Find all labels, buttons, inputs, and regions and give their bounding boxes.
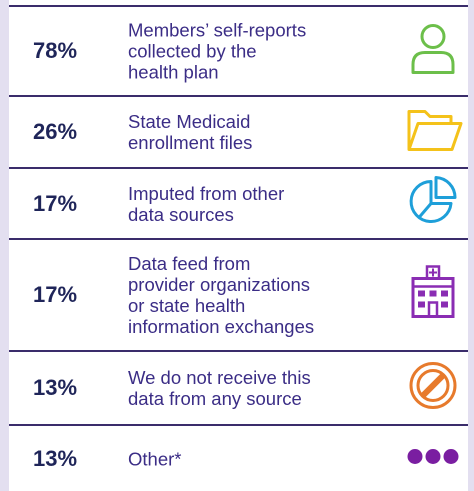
icon-box (401, 173, 465, 234)
label-line: provider organizations (128, 274, 311, 295)
folder-icon (407, 110, 463, 151)
left-strip (0, 0, 9, 491)
label-line: health plan (128, 61, 219, 83)
label-line: Other* (128, 448, 182, 469)
percent: 13% (33, 375, 78, 400)
label-line: data from any source (128, 388, 302, 409)
percent: 13% (33, 445, 78, 471)
pie-icon (409, 175, 457, 223)
percent: 17% (33, 282, 78, 307)
row: 17% Data feed from provider organizations o… (9, 238, 468, 350)
right-strip (468, 0, 474, 491)
icon-box (401, 358, 465, 419)
label-line: data sources (128, 203, 234, 225)
row: 17% Imputed from other data sources (9, 167, 468, 238)
icon-box (401, 21, 465, 82)
label: Members’ self-reports collected by the hea… (128, 20, 306, 83)
dots-icon (407, 448, 459, 464)
percent: 78% (33, 38, 78, 63)
icon-box (401, 102, 465, 163)
percent: 17% (33, 190, 78, 216)
person-icon (411, 24, 455, 74)
label: Other* (128, 448, 181, 469)
icon-box (401, 428, 465, 489)
label-line: Members’ self-reports (128, 19, 307, 41)
row: 78% Members’ self-reports collected by the… (9, 5, 468, 95)
row: 26% State Medicaid enrollment files (9, 95, 468, 167)
label-line: Imputed from other (128, 182, 285, 204)
label: We do not receive this data from any sour… (128, 367, 311, 409)
no-icon (409, 362, 457, 409)
row: 13% Other* (9, 424, 468, 491)
label-line: enrollment files (128, 132, 253, 153)
row: 13% We do not receive this data from any s… (9, 350, 468, 424)
label-line: information exchanges (128, 316, 315, 337)
hospital-icon (411, 265, 455, 318)
label-line: or state health (128, 295, 246, 316)
icon-box (401, 265, 465, 326)
label: Imputed from other data sources (128, 183, 284, 225)
label: State Medicaid enrollment files (128, 111, 252, 153)
label-line: We do not receive this (128, 367, 311, 388)
label-line: collected by the (128, 40, 257, 62)
label-line: Data feed from (128, 253, 251, 274)
label: Data feed from provider organizations or s… (128, 253, 314, 337)
percent: 26% (33, 119, 78, 144)
label-line: State Medicaid (128, 111, 251, 132)
